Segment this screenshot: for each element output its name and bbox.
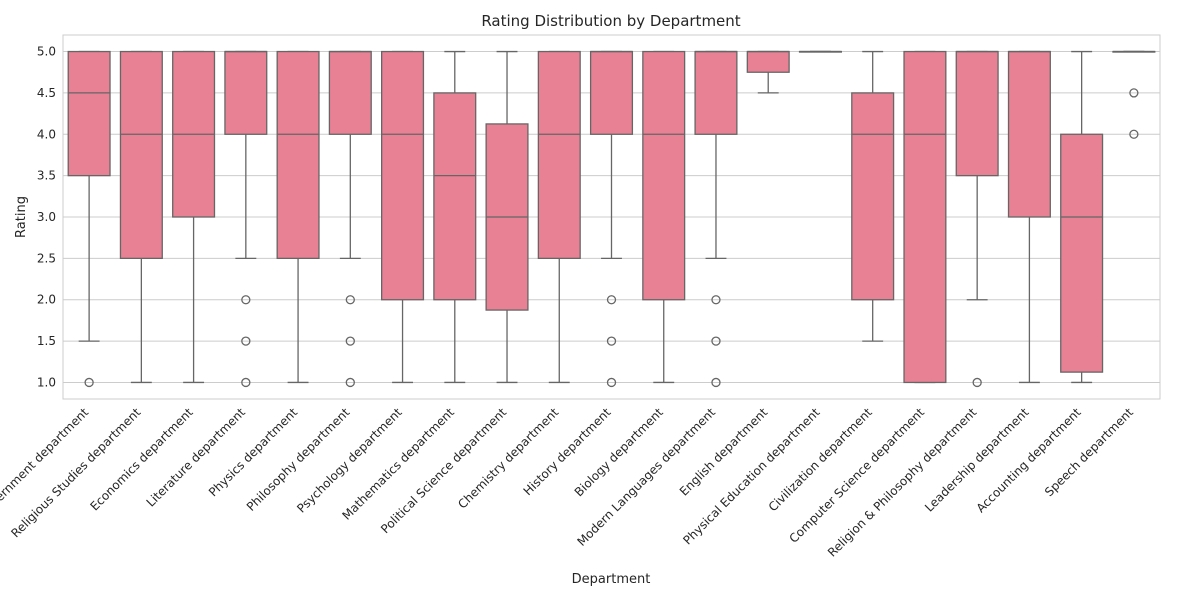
box-group — [746, 50, 790, 94]
box-group — [172, 50, 216, 384]
box-group — [642, 50, 686, 384]
outlier-point — [241, 377, 251, 388]
x-tick-label: Speech department — [1042, 405, 1136, 499]
y-tick-label: 2.5 — [37, 251, 56, 265]
y-axis-ticks: 1.0 1.5 2.0 2.5 3.0 3.5 4.0 4.5 5.0 — [37, 45, 56, 390]
x-tick-label: Chemistry department — [455, 405, 561, 511]
x-axis-label: Department — [572, 572, 651, 587]
box-group — [1112, 50, 1156, 139]
x-tick-label: English department — [677, 405, 771, 499]
outlier-point — [606, 377, 617, 388]
outlier-point — [1129, 88, 1139, 98]
box-group — [67, 50, 111, 388]
iqr-box — [328, 50, 372, 135]
x-tick-label: Civilization department — [766, 405, 875, 514]
y-tick-label: 1.0 — [37, 375, 56, 389]
outlier-point — [606, 295, 617, 305]
chart-title: Rating Distribution by Department — [481, 12, 740, 30]
iqr-box — [903, 50, 947, 384]
y-tick-label: 3.5 — [37, 169, 56, 183]
outlier-point — [1129, 129, 1139, 139]
iqr-box — [537, 50, 581, 260]
iqr-box — [642, 50, 686, 301]
iqr-box — [276, 50, 320, 260]
plot-frame — [62, 34, 1161, 400]
box-group — [903, 50, 947, 384]
x-tick-label: Biology department — [572, 405, 666, 499]
outlier-point — [345, 295, 355, 305]
box-group — [798, 50, 842, 53]
box-group — [694, 50, 738, 388]
iqr-box — [1007, 50, 1051, 218]
y-tick-label: 4.5 — [37, 86, 56, 100]
box-group — [589, 50, 634, 388]
outlier-point — [606, 336, 617, 346]
x-tick-label: Literature department — [144, 405, 249, 510]
box-group — [119, 50, 163, 384]
box-group — [537, 50, 581, 384]
iqr-box — [119, 50, 163, 260]
boxes — [67, 50, 1156, 388]
outlier-point — [972, 377, 982, 388]
box-group — [381, 50, 425, 384]
x-tick-label: Philosophy department — [244, 405, 353, 514]
iqr-box — [589, 50, 634, 135]
outlier-point — [345, 377, 355, 388]
outlier-point — [711, 295, 721, 305]
y-axis-label: Rating — [14, 196, 29, 238]
iqr-box — [224, 50, 268, 135]
box-group — [328, 50, 372, 388]
box-group — [1007, 50, 1051, 384]
x-tick-label: Leadership department — [922, 405, 1032, 515]
box-group — [224, 50, 268, 388]
x-tick-label: History department — [521, 405, 614, 498]
box-group — [1060, 50, 1104, 384]
outlier-point — [241, 295, 251, 305]
y-tick-label: 1.5 — [37, 334, 56, 348]
box-group — [485, 50, 529, 384]
iqr-box — [433, 92, 477, 301]
iqr-box — [955, 50, 999, 177]
outlier-point — [711, 377, 721, 388]
iqr-box — [746, 50, 790, 73]
y-tick-label: 5.0 — [37, 45, 56, 59]
y-tick-label: 2.0 — [37, 293, 56, 307]
iqr-box — [694, 50, 738, 135]
x-tick-label: Accounting department — [974, 405, 1084, 515]
outlier-point — [345, 336, 355, 346]
box-group — [955, 50, 999, 388]
outlier-point — [711, 336, 721, 346]
box-group — [433, 50, 477, 384]
iqr-box — [851, 92, 895, 301]
x-tick-label: Psychology department — [294, 405, 405, 516]
iqr-box — [67, 50, 111, 177]
iqr-box — [381, 50, 425, 301]
y-tick-label: 3.0 — [37, 210, 56, 224]
box-group — [276, 50, 320, 384]
y-tick-label: 4.0 — [37, 127, 56, 141]
x-tick-label: Economics department — [87, 405, 196, 514]
box-group — [851, 50, 895, 342]
x-tick-label: Physics department — [206, 405, 300, 499]
iqr-box — [1060, 133, 1104, 373]
outlier-point — [84, 377, 94, 388]
outlier-point — [241, 336, 251, 346]
